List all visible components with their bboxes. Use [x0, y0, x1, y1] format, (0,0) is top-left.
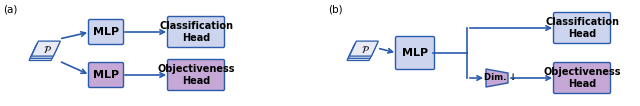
FancyBboxPatch shape	[396, 36, 435, 70]
Polygon shape	[486, 69, 508, 87]
Text: Objectiveness
Head: Objectiveness Head	[543, 67, 621, 89]
Text: $\mathcal{P}$: $\mathcal{P}$	[361, 44, 370, 55]
Text: MLP: MLP	[402, 48, 428, 58]
Polygon shape	[30, 43, 60, 58]
Text: (b): (b)	[328, 4, 342, 14]
Polygon shape	[347, 45, 376, 61]
Text: Objectiveness
Head: Objectiveness Head	[157, 64, 235, 86]
Text: MLP: MLP	[93, 70, 119, 80]
Text: Classification
Head: Classification Head	[545, 17, 619, 39]
FancyBboxPatch shape	[168, 59, 225, 91]
Polygon shape	[31, 41, 60, 56]
Text: Dim. ↓: Dim. ↓	[484, 73, 516, 82]
Text: $\mathcal{P}$: $\mathcal{P}$	[43, 44, 52, 55]
Text: MLP: MLP	[93, 27, 119, 37]
FancyBboxPatch shape	[88, 20, 124, 45]
Polygon shape	[29, 45, 58, 61]
FancyBboxPatch shape	[554, 13, 611, 43]
FancyBboxPatch shape	[554, 63, 611, 93]
FancyBboxPatch shape	[88, 63, 124, 87]
Polygon shape	[348, 43, 377, 58]
Text: Classification
Head: Classification Head	[159, 21, 233, 43]
Text: (a): (a)	[3, 4, 17, 14]
FancyBboxPatch shape	[168, 17, 225, 47]
Polygon shape	[349, 41, 378, 56]
